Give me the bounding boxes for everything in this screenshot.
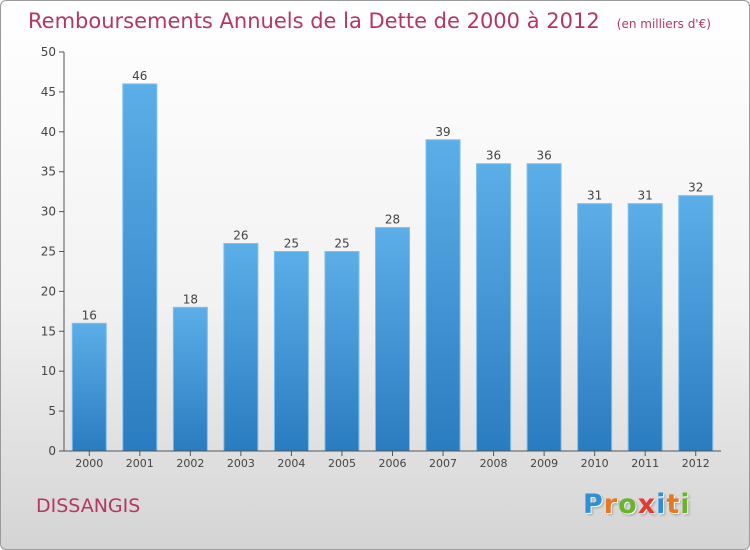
bar-2009 (526, 163, 562, 452)
data-label-2011: 31 (638, 189, 653, 203)
logo-letter: t (666, 489, 681, 520)
chart-subtitle: (en milliers d'€) (616, 17, 711, 31)
x-tick-label-2007: 2007 (429, 457, 457, 470)
logo-letter: r (603, 489, 619, 520)
bar-2007 (425, 139, 461, 452)
logo-letter: i (680, 489, 691, 520)
data-label-2008: 36 (486, 149, 501, 163)
x-tick-label-2003: 2003 (227, 457, 255, 470)
x-tick-label-2005: 2005 (328, 457, 356, 470)
bar-2012 (678, 195, 714, 452)
bar-2011 (627, 203, 663, 452)
bar-2003 (223, 243, 259, 452)
y-tick-label: 0 (48, 444, 56, 458)
logo-letter: o (618, 489, 638, 520)
bar-2001 (122, 83, 158, 452)
x-tick-label-2006: 2006 (379, 457, 407, 470)
y-tick-label: 25 (41, 245, 56, 259)
bar-2008 (476, 163, 512, 452)
data-label-2002: 18 (183, 292, 198, 306)
x-tick-label-2000: 2000 (75, 457, 103, 470)
bar-2000 (71, 322, 107, 452)
y-tick-label: 15 (41, 324, 56, 338)
y-tick-label: 45 (41, 85, 56, 99)
data-label-2005: 25 (334, 237, 349, 251)
y-tick-label: 5 (48, 404, 56, 418)
data-label-2010: 31 (587, 189, 602, 203)
y-tick-label: 50 (41, 45, 56, 59)
title-block: Remboursements Annuels de la Dette de 20… (28, 9, 711, 33)
bar-2010 (577, 203, 613, 452)
x-tick-label-2012: 2012 (682, 457, 710, 470)
y-tick-label: 30 (41, 205, 56, 219)
bar-2004 (273, 251, 309, 452)
data-label-2000: 16 (82, 308, 97, 322)
logo-letter: x (637, 489, 657, 520)
data-label-2004: 25 (284, 237, 299, 251)
x-tick-label-2001: 2001 (126, 457, 154, 470)
y-tick-label: 40 (41, 125, 56, 139)
logo-letter: i (656, 489, 667, 520)
y-tick-label: 10 (41, 364, 56, 378)
commune-name: DISSANGIS (36, 495, 141, 517)
x-tick-label-2011: 2011 (631, 457, 659, 470)
logo-letter: P (583, 489, 604, 520)
x-tick-label-2004: 2004 (277, 457, 305, 470)
data-label-2001: 46 (132, 69, 147, 83)
proxiti-logo: Proxiti (583, 489, 691, 520)
bar-2005 (324, 251, 360, 452)
bar-2006 (375, 227, 410, 452)
y-tick-label: 35 (41, 165, 56, 179)
y-tick-label: 20 (41, 284, 56, 298)
x-tick-label-2002: 2002 (176, 457, 204, 470)
bar-2002 (172, 306, 208, 452)
data-label-2009: 36 (536, 149, 551, 163)
data-label-2003: 26 (233, 229, 248, 243)
x-tick-label-2010: 2010 (581, 457, 609, 470)
data-label-2006: 28 (385, 213, 400, 227)
data-label-2007: 39 (435, 125, 450, 139)
x-tick-label-2009: 2009 (530, 457, 558, 470)
chart-title: Remboursements Annuels de la Dette de 20… (28, 9, 600, 33)
x-tick-label-2008: 2008 (480, 457, 508, 470)
data-label-2012: 32 (688, 181, 703, 195)
